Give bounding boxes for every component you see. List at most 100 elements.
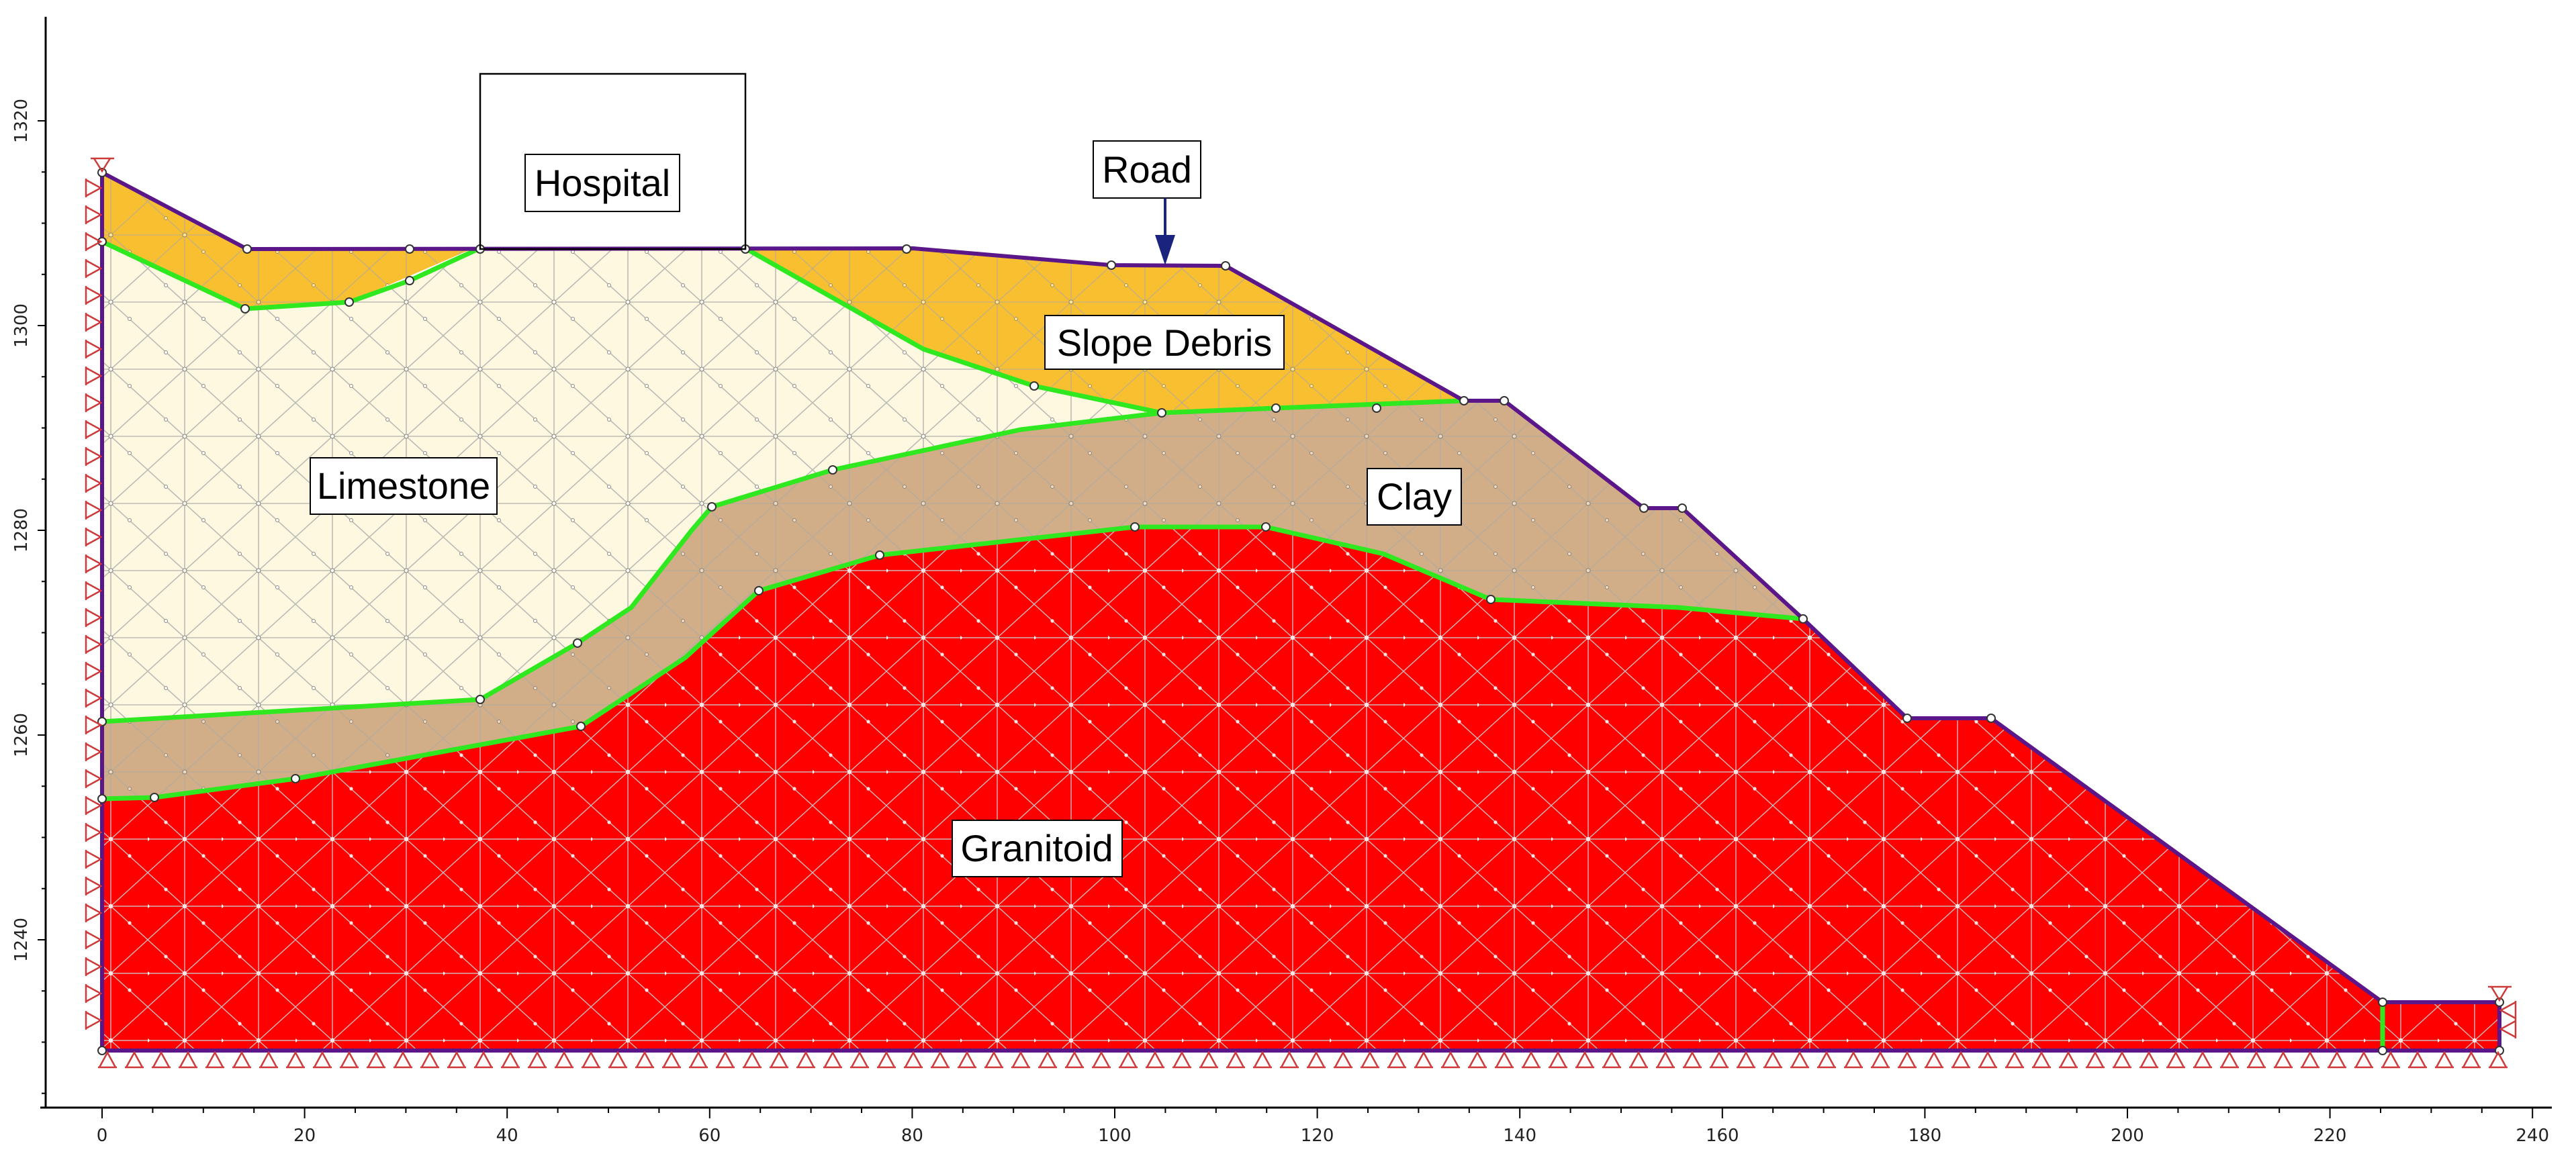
support-icon — [85, 877, 103, 895]
triangle-support-icon — [85, 157, 2517, 1069]
bottom-boundary-supports — [98, 1051, 2508, 1069]
support-icon — [2435, 1051, 2454, 1069]
support-icon — [1763, 1051, 1782, 1069]
support-icon — [85, 662, 103, 681]
support-icon — [1038, 1051, 1057, 1069]
support-icon — [743, 1051, 762, 1069]
x-tick-label-40: 40 — [496, 1126, 518, 1146]
support-icon — [340, 1051, 359, 1069]
support-icon — [635, 1051, 654, 1069]
support-icon — [85, 823, 103, 842]
x-tick-label-80: 80 — [901, 1126, 923, 1146]
support-icon — [85, 716, 103, 734]
support-icon — [85, 367, 103, 385]
x-tick-label-240: 240 — [2516, 1126, 2549, 1146]
support-icon — [501, 1051, 520, 1069]
support-icon — [689, 1051, 708, 1069]
support-icon — [85, 608, 103, 627]
support-icon — [823, 1051, 842, 1069]
support-icon — [2032, 1051, 2051, 1069]
support-icon — [528, 1051, 547, 1069]
support-icon — [1575, 1051, 1594, 1069]
support-icon — [85, 581, 103, 600]
support-icon — [2005, 1051, 2024, 1069]
clay-label-box: Clay — [1367, 468, 1462, 526]
road-label: Road — [1102, 148, 1192, 191]
support-icon — [958, 1051, 976, 1069]
support-icon — [1951, 1051, 1970, 1069]
support-icon — [2328, 1051, 2346, 1069]
x-tick-label-120: 120 — [1301, 1126, 1334, 1146]
support-icon — [1011, 1051, 1030, 1069]
hospital-building-outline — [479, 72, 747, 250]
support-icon — [1898, 1051, 1917, 1069]
support-icon — [770, 1051, 788, 1069]
support-icon — [1844, 1051, 1863, 1069]
support-icon — [2247, 1051, 2266, 1069]
limestone-label: Limestone — [317, 465, 490, 507]
support-icon — [2113, 1051, 2131, 1069]
support-icon — [2408, 1051, 2427, 1069]
granitoid-label: Granitoid — [960, 827, 1113, 869]
support-icon — [85, 635, 103, 654]
support-icon — [394, 1051, 412, 1069]
support-icon — [85, 904, 103, 922]
support-icon — [1871, 1051, 1890, 1069]
support-icon — [85, 957, 103, 976]
support-icon — [1629, 1051, 1648, 1069]
support-icon — [1387, 1051, 1406, 1069]
support-icon — [2354, 1051, 2373, 1069]
support-icon — [796, 1051, 815, 1069]
right-boundary-supports — [2499, 1001, 2517, 1038]
support-icon — [1280, 1051, 1299, 1069]
support-icon — [2274, 1051, 2293, 1069]
support-icon — [85, 179, 103, 197]
support-icon — [2499, 1001, 2517, 1020]
top-left-support-icon — [91, 157, 114, 173]
support-icon — [85, 420, 103, 439]
support-icon — [1146, 1051, 1164, 1069]
y-tick-label-1280: 1280 — [11, 508, 32, 552]
slope-debris-label-box: Slope Debris — [1044, 315, 1285, 370]
support-icon — [1226, 1051, 1245, 1069]
x-axis-ticks — [101, 1108, 2534, 1118]
support-icon — [85, 501, 103, 520]
clay-label: Clay — [1377, 475, 1452, 518]
support-icon — [85, 313, 103, 332]
support-icon — [1468, 1051, 1487, 1069]
x-tick-label-200: 200 — [2111, 1126, 2144, 1146]
support-icon — [1737, 1051, 1755, 1069]
support-icon — [2489, 1051, 2508, 1069]
support-icon — [2220, 1051, 2239, 1069]
support-icon — [2140, 1051, 2158, 1069]
support-icon — [85, 340, 103, 358]
support-icon — [1522, 1051, 1540, 1069]
support-icon — [125, 1051, 144, 1069]
limestone-label-box: Limestone — [310, 457, 498, 515]
limestone-mesh — [102, 242, 1162, 722]
x-tick-label-100: 100 — [1098, 1126, 1132, 1146]
support-icon — [2086, 1051, 2105, 1069]
support-icon — [85, 205, 103, 224]
down-arrow-load-icon — [1155, 198, 1175, 265]
support-icon — [259, 1051, 278, 1069]
support-icon — [85, 1011, 103, 1030]
left-boundary-supports — [85, 179, 103, 1030]
support-icon — [1172, 1051, 1191, 1069]
support-icon — [1441, 1051, 1460, 1069]
y-tick-label-1320: 1320 — [11, 99, 32, 143]
support-icon — [85, 796, 103, 815]
support-icon — [85, 393, 103, 412]
granitoid-mesh — [102, 527, 2499, 1051]
support-icon — [85, 689, 103, 708]
support-icon — [98, 1051, 117, 1069]
support-icon — [1361, 1051, 1379, 1069]
support-icon — [1710, 1051, 1729, 1069]
support-icon — [2381, 1051, 2400, 1069]
support-icon — [931, 1051, 950, 1069]
support-icon — [2059, 1051, 2078, 1069]
support-icon — [152, 1051, 171, 1069]
support-icon — [1495, 1051, 1514, 1069]
road-label-box: Road — [1093, 140, 1201, 199]
support-icon — [85, 769, 103, 788]
